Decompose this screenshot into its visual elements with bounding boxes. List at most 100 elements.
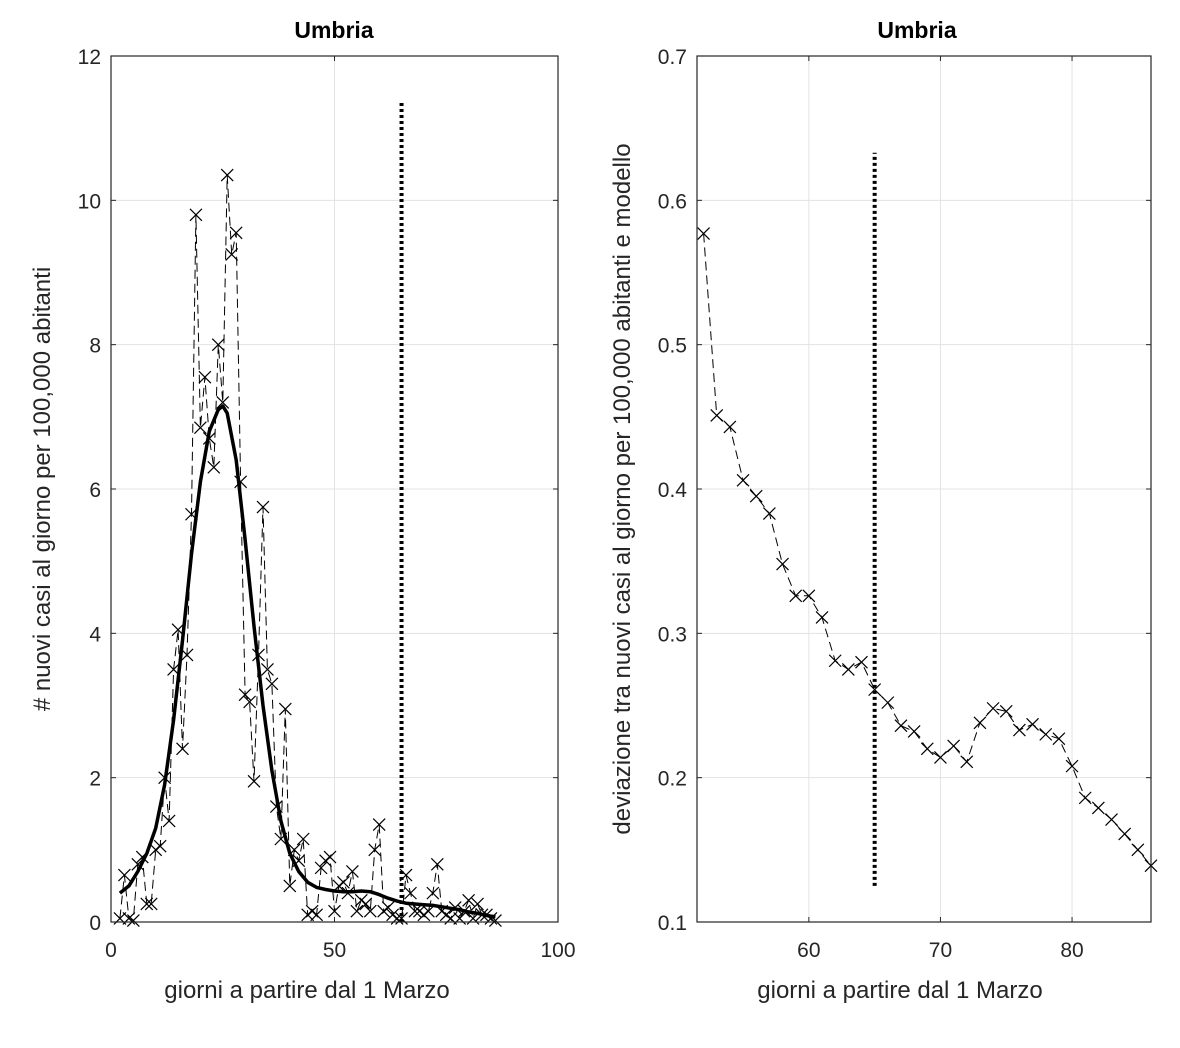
right-data-point bbox=[723, 420, 737, 434]
left-data-point bbox=[193, 421, 207, 435]
left-x-tick-label: 0 bbox=[105, 939, 117, 962]
right-data-point bbox=[762, 507, 776, 520]
right-data-point bbox=[1105, 813, 1118, 826]
left-y-tick-label: 0 bbox=[89, 912, 101, 935]
left-data-point bbox=[207, 460, 221, 474]
left-y-tick-label: 6 bbox=[89, 479, 101, 502]
right-data-point bbox=[710, 408, 724, 422]
right-data-point bbox=[1039, 727, 1053, 741]
left-data-point bbox=[363, 904, 377, 918]
left-data-point bbox=[421, 904, 435, 918]
right-data-point bbox=[828, 654, 842, 668]
right-data-point bbox=[1091, 801, 1105, 815]
right-data-point bbox=[1065, 759, 1079, 773]
right-y-tick-label: 0.6 bbox=[658, 190, 687, 213]
left-data-point bbox=[323, 850, 337, 864]
left-data-point bbox=[381, 901, 395, 914]
left-y-axis-label: # nuovi casi al giorno per 100,000 abita… bbox=[29, 267, 56, 711]
left-x-tick-label: 100 bbox=[540, 939, 575, 962]
right-y-tick-label: 0.5 bbox=[658, 335, 687, 358]
left-data-point bbox=[126, 914, 140, 927]
right-y-tick-label: 0.3 bbox=[658, 623, 687, 646]
left-y-tick-label: 10 bbox=[78, 190, 101, 213]
left-data-point bbox=[278, 702, 292, 716]
left-data-point bbox=[238, 688, 252, 702]
right-data-point bbox=[1131, 843, 1145, 857]
left-x-tick-label: 50 bbox=[323, 939, 346, 962]
left-data-point bbox=[198, 370, 212, 384]
left-data-point bbox=[162, 814, 176, 828]
left-data-point bbox=[176, 742, 189, 756]
right-axes: Umbria giorni a partire dal 1 Marzo devi… bbox=[609, 17, 1158, 1004]
right-data-point bbox=[815, 611, 829, 624]
right-y-tick-label: 0.2 bbox=[658, 768, 687, 791]
left-data-point bbox=[243, 695, 256, 709]
left-data-point bbox=[261, 662, 274, 676]
left-data-point bbox=[328, 904, 341, 918]
left-y-tick-label: 8 bbox=[89, 335, 101, 358]
right-data-point bbox=[1026, 717, 1039, 731]
right-data-point bbox=[947, 739, 961, 753]
right-data-point bbox=[1118, 827, 1132, 841]
right-data-line bbox=[703, 233, 1152, 867]
left-data-point bbox=[359, 897, 373, 911]
right-data-point bbox=[1052, 732, 1066, 746]
left-y-tick-label: 2 bbox=[89, 768, 101, 791]
left-chart-title: Umbria bbox=[294, 17, 373, 43]
left-data-point bbox=[372, 818, 386, 831]
right-data-point bbox=[868, 683, 882, 697]
right-data-point bbox=[1078, 791, 1092, 805]
left-data-point bbox=[153, 839, 167, 853]
right-data-point bbox=[776, 557, 789, 571]
right-y-tick-label: 0.7 bbox=[658, 46, 687, 69]
left-model-line bbox=[118, 404, 496, 919]
right-data-point bbox=[736, 473, 750, 487]
right-data-point bbox=[881, 696, 895, 710]
left-data-point bbox=[350, 904, 364, 918]
left-data-point bbox=[314, 861, 328, 875]
left-data-line bbox=[119, 175, 496, 922]
left-data-point bbox=[189, 208, 203, 222]
left-axes: Umbria giorni a partire dal 1 Marzo # nu… bbox=[29, 17, 576, 1004]
left-data-point bbox=[408, 904, 422, 918]
right-x-tick-label: 80 bbox=[1060, 939, 1083, 962]
left-data-point bbox=[140, 897, 154, 911]
right-data-point bbox=[960, 755, 974, 769]
left-y-tick-label: 4 bbox=[89, 623, 101, 646]
right-data-point bbox=[697, 227, 711, 240]
right-data-point bbox=[973, 716, 987, 730]
left-data-point bbox=[247, 774, 261, 788]
right-data-point bbox=[841, 662, 855, 676]
right-data-point bbox=[999, 704, 1013, 718]
right-chart-title: Umbria bbox=[877, 17, 956, 43]
right-x-tick-label: 70 bbox=[929, 939, 952, 962]
right-x-tick-label: 60 bbox=[797, 939, 820, 962]
left-data-point bbox=[310, 908, 324, 922]
left-data-point bbox=[211, 338, 225, 352]
left-data-point bbox=[345, 865, 359, 878]
right-data-point bbox=[789, 589, 803, 603]
right-data-point bbox=[934, 751, 947, 764]
left-data-point bbox=[296, 832, 310, 846]
left-data-point bbox=[426, 886, 440, 900]
left-data-point bbox=[368, 843, 382, 857]
right-x-axis-label: giorni a partire dal 1 Marzo bbox=[757, 977, 1042, 1004]
left-data-point bbox=[117, 868, 131, 882]
right-y-tick-label: 0.4 bbox=[658, 479, 688, 502]
left-data-point bbox=[220, 168, 234, 182]
right-data-point bbox=[749, 489, 763, 503]
left-data-point bbox=[229, 226, 243, 240]
left-data-point bbox=[225, 248, 239, 261]
left-y-tick-label: 12 bbox=[78, 46, 101, 69]
left-data-point bbox=[430, 857, 444, 871]
right-y-tick-label: 0.1 bbox=[658, 912, 687, 935]
right-data-point bbox=[802, 589, 816, 603]
left-data-point bbox=[216, 395, 230, 409]
left-data-point bbox=[462, 893, 476, 907]
right-y-axis-label: deviazione tra nuovi casi al giorno per … bbox=[609, 143, 636, 834]
left-x-axis-label: giorni a partire dal 1 Marzo bbox=[164, 977, 449, 1004]
right-data-point bbox=[855, 655, 868, 669]
right-data-point bbox=[986, 701, 1000, 715]
left-data-point bbox=[283, 879, 297, 893]
